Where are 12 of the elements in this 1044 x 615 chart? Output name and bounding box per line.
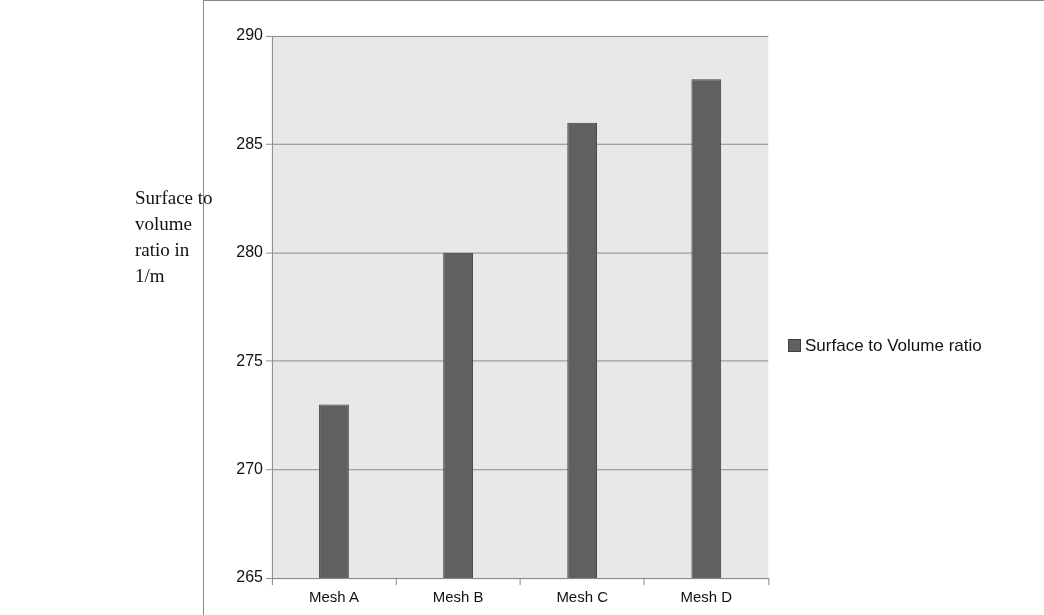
x-tick-label: Mesh B: [432, 588, 484, 606]
y-tick-label: 275: [236, 351, 264, 369]
y-tick-label: 265: [236, 568, 264, 586]
legend-label: Surface to Volume ratio: [804, 335, 983, 357]
y-tick-label: 285: [236, 134, 264, 152]
y-tick-label: 270: [236, 460, 264, 478]
y-axis-title: Surface to volume ratio in 1/m: [135, 186, 214, 288]
x-tick-label: Mesh C: [556, 588, 609, 606]
y-tick-label: 280: [236, 243, 264, 261]
y-tick-label: 290: [236, 26, 264, 44]
x-tick-label: Mesh D: [680, 588, 733, 606]
x-tick-label: Mesh A: [309, 588, 359, 606]
